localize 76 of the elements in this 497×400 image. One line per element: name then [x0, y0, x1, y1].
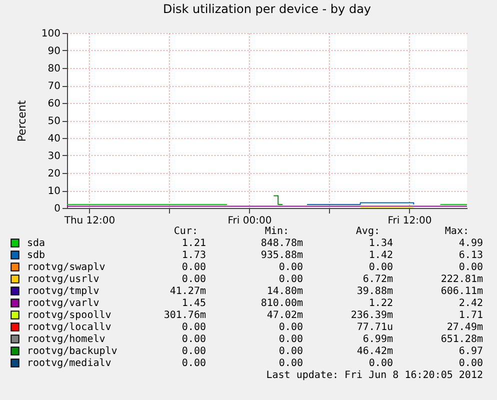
- text: 810.00m: [260, 298, 303, 309]
- text: 1.71: [458, 310, 483, 321]
- legend-label: rootvg/usrlv: [27, 274, 100, 285]
- text: 39.88m: [356, 286, 393, 297]
- y-axis-title: Percent: [15, 100, 28, 142]
- legend-label: rootvg/locallv: [27, 322, 112, 333]
- text: 848.78m: [260, 238, 303, 249]
- text: 14.80m: [266, 286, 303, 297]
- text: 77.71u: [356, 322, 393, 333]
- text: 2.42: [458, 298, 483, 309]
- text: 1.22: [368, 298, 393, 309]
- text: 651.28m: [440, 334, 483, 345]
- legend-label: rootvg/swaplv: [27, 262, 106, 273]
- text: Min:: [264, 226, 289, 237]
- text: 0.00: [368, 262, 393, 273]
- text: 0.00: [278, 346, 303, 357]
- text: 6.72m: [362, 274, 393, 285]
- text: Cur:: [174, 226, 198, 237]
- y-tick-label: 60: [48, 98, 60, 110]
- text: 0.00: [458, 358, 483, 369]
- text: 1.21: [182, 238, 206, 249]
- text: Last update: Fri Jun 8 16:20:05 2012: [266, 370, 483, 381]
- text: 6.99m: [362, 334, 393, 345]
- y-tick-label: 70: [48, 81, 60, 92]
- text: 0.00: [182, 346, 206, 357]
- text: 0.00: [182, 262, 206, 273]
- text: 41.27m: [170, 286, 206, 297]
- legend-label: rootvg/homelv: [27, 334, 106, 345]
- text: 0.00: [278, 322, 303, 333]
- text: 0.00: [368, 358, 393, 369]
- text: 0.00: [182, 358, 206, 369]
- text: 47.02m: [266, 310, 303, 321]
- legend-label: rootvg/medialv: [27, 358, 112, 369]
- legend-label: rootvg/spoollv: [27, 310, 112, 321]
- text: 6.97: [458, 346, 483, 357]
- x-tick-label: Fri 12:00: [388, 216, 432, 226]
- y-tick-label: 50: [48, 116, 60, 127]
- text: 0.00: [278, 358, 303, 369]
- y-tick-label: 0: [54, 204, 60, 214]
- legend-label: rootvg/backuplv: [27, 346, 118, 357]
- text: 0.00: [458, 262, 483, 273]
- text: 236.39m: [350, 310, 393, 321]
- text: 606.11m: [440, 286, 483, 297]
- text: 4.99: [458, 238, 483, 249]
- text: 1.73: [182, 250, 206, 261]
- text: Max:: [444, 226, 469, 237]
- legend-label: rootvg/varlv: [27, 298, 100, 309]
- y-tick-label: 90: [48, 46, 60, 57]
- chart-title: Disk utilization per device - by day: [162, 2, 372, 16]
- text: 46.42m: [356, 346, 393, 357]
- y-tick-label: 40: [48, 134, 60, 144]
- legend-label: rootvg/tmplv: [27, 286, 100, 297]
- text: 1.42: [368, 250, 393, 261]
- y-tick-label: 100: [41, 28, 60, 40]
- text: 0.00: [182, 322, 206, 333]
- legend-label: sda: [27, 238, 46, 249]
- text: 0.00: [182, 334, 206, 345]
- y-tick-label: 30: [48, 151, 60, 162]
- text: 222.81m: [440, 274, 483, 285]
- text: 935.88m: [260, 250, 303, 261]
- y-tick-label: 80: [48, 64, 60, 74]
- y-tick-label: 20: [48, 168, 60, 180]
- text: 0.00: [278, 262, 303, 273]
- text: 0.00: [278, 334, 303, 345]
- text: 0.00: [182, 274, 206, 285]
- x-tick-label: Thu 12:00: [63, 216, 116, 226]
- legend-label: sdb: [27, 250, 46, 261]
- text: 1.34: [368, 238, 393, 249]
- x-tick-label: Fri 00:00: [228, 216, 272, 226]
- text: 0.00: [278, 274, 303, 285]
- text: 6.13: [458, 250, 483, 261]
- text: Avg:: [356, 226, 380, 237]
- text: 301.76m: [164, 310, 206, 321]
- text: 27.49m: [446, 322, 483, 333]
- y-tick-label: 10: [48, 186, 60, 197]
- text: 1.45: [182, 298, 206, 309]
